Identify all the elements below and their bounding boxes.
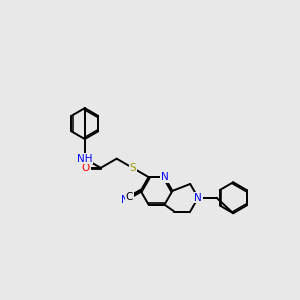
- Text: N: N: [121, 195, 129, 205]
- Text: N: N: [160, 172, 168, 182]
- Text: O: O: [82, 163, 90, 173]
- Text: C: C: [126, 192, 133, 202]
- Text: N: N: [119, 195, 127, 205]
- Text: S: S: [129, 163, 136, 173]
- Text: NH: NH: [77, 154, 92, 164]
- Text: N: N: [194, 193, 202, 203]
